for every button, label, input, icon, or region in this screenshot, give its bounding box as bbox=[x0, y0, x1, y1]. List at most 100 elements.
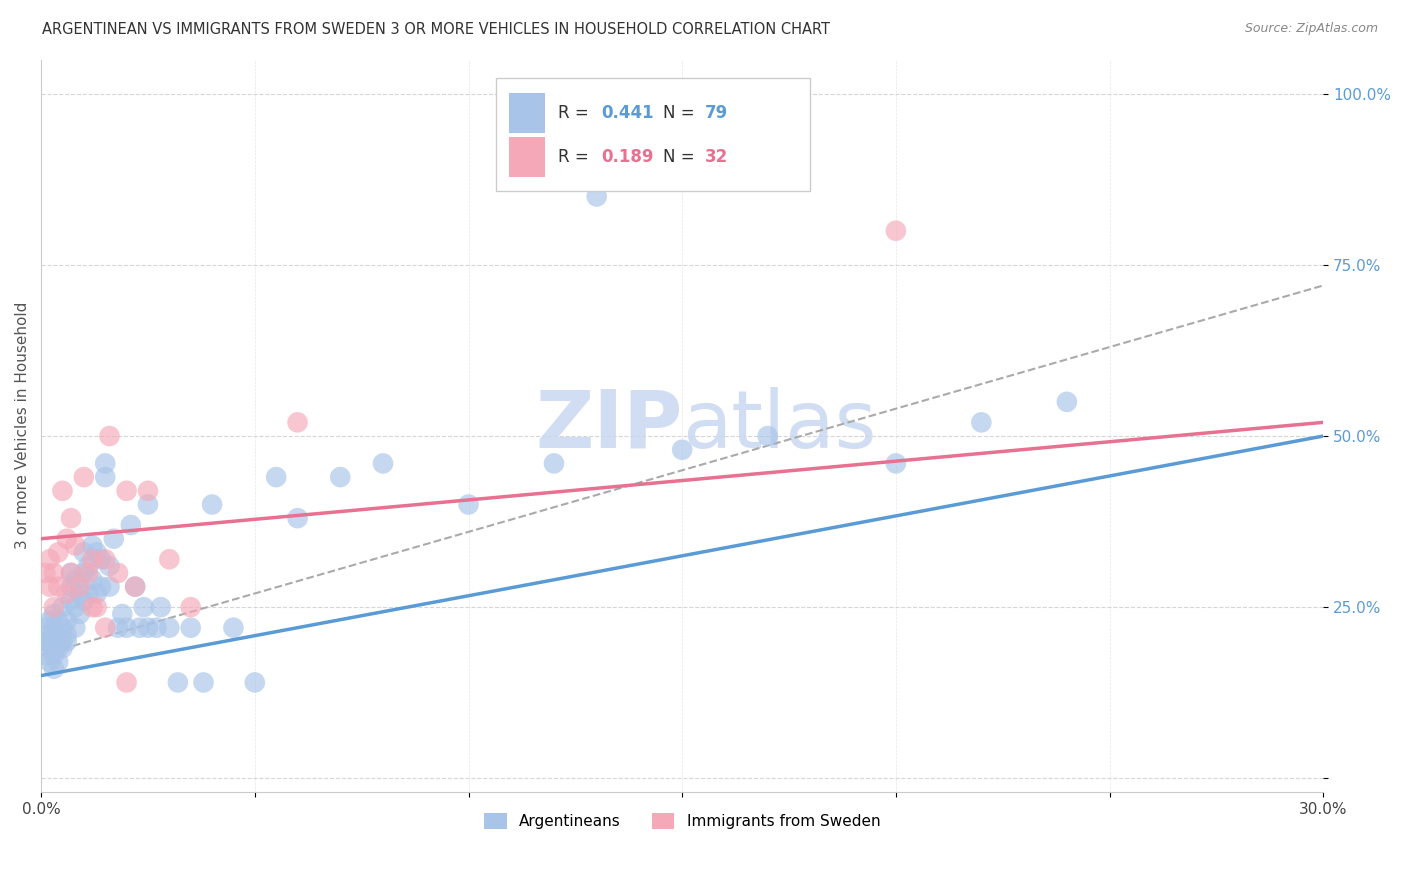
Point bbox=[69, 607, 91, 621]
Point bbox=[73, 545, 96, 559]
Text: ZIP: ZIP bbox=[534, 387, 682, 465]
Point bbox=[77, 559, 100, 574]
Point bbox=[73, 470, 96, 484]
Point bbox=[136, 621, 159, 635]
Point bbox=[543, 457, 565, 471]
Point bbox=[46, 545, 69, 559]
FancyBboxPatch shape bbox=[496, 78, 810, 192]
Point bbox=[34, 566, 56, 580]
Y-axis label: 3 or more Vehicles in Household: 3 or more Vehicles in Household bbox=[15, 302, 30, 549]
Point bbox=[42, 662, 65, 676]
Point bbox=[128, 621, 150, 635]
Point bbox=[124, 580, 146, 594]
Point bbox=[756, 429, 779, 443]
Point bbox=[180, 621, 202, 635]
Point bbox=[167, 675, 190, 690]
Point bbox=[94, 552, 117, 566]
Point bbox=[51, 634, 73, 648]
Point bbox=[42, 607, 65, 621]
Text: N =: N = bbox=[664, 104, 700, 122]
Point bbox=[55, 627, 77, 641]
Point bbox=[98, 559, 121, 574]
Point bbox=[69, 586, 91, 600]
Point bbox=[157, 621, 180, 635]
Point bbox=[115, 675, 138, 690]
Bar bbox=[509, 136, 546, 178]
Point bbox=[157, 552, 180, 566]
Point bbox=[42, 566, 65, 580]
Point bbox=[86, 545, 108, 559]
Point bbox=[287, 415, 309, 429]
Point bbox=[51, 621, 73, 635]
Point bbox=[82, 552, 104, 566]
Text: Source: ZipAtlas.com: Source: ZipAtlas.com bbox=[1244, 22, 1378, 36]
Text: 32: 32 bbox=[706, 148, 728, 166]
Text: 0.189: 0.189 bbox=[602, 148, 654, 166]
Point bbox=[264, 470, 287, 484]
Point bbox=[371, 457, 394, 471]
Point bbox=[201, 498, 224, 512]
Point bbox=[111, 607, 134, 621]
Point bbox=[51, 600, 73, 615]
Point bbox=[970, 415, 993, 429]
Point bbox=[82, 600, 104, 615]
Point bbox=[51, 641, 73, 656]
Point bbox=[115, 483, 138, 498]
Point bbox=[38, 634, 60, 648]
Point bbox=[145, 621, 167, 635]
Point bbox=[222, 621, 245, 635]
Point bbox=[90, 552, 112, 566]
Point bbox=[55, 614, 77, 628]
Point bbox=[82, 539, 104, 553]
Point bbox=[287, 511, 309, 525]
Point bbox=[42, 621, 65, 635]
Point bbox=[671, 442, 693, 457]
Bar bbox=[509, 93, 546, 133]
Point bbox=[42, 648, 65, 662]
Point bbox=[65, 600, 87, 615]
Point bbox=[329, 470, 352, 484]
Text: ARGENTINEAN VS IMMIGRANTS FROM SWEDEN 3 OR MORE VEHICLES IN HOUSEHOLD CORRELATIO: ARGENTINEAN VS IMMIGRANTS FROM SWEDEN 3 … bbox=[42, 22, 830, 37]
Text: R =: R = bbox=[558, 104, 593, 122]
Text: N =: N = bbox=[664, 148, 700, 166]
Point bbox=[55, 532, 77, 546]
Point bbox=[60, 566, 83, 580]
Point bbox=[65, 539, 87, 553]
Point bbox=[136, 483, 159, 498]
Point bbox=[46, 614, 69, 628]
Point bbox=[34, 648, 56, 662]
Point bbox=[1056, 394, 1078, 409]
Point bbox=[124, 580, 146, 594]
Point bbox=[46, 641, 69, 656]
Point bbox=[107, 566, 129, 580]
Point bbox=[38, 580, 60, 594]
Point bbox=[42, 641, 65, 656]
Point bbox=[193, 675, 215, 690]
Point bbox=[73, 593, 96, 607]
Point bbox=[86, 600, 108, 615]
Point bbox=[884, 224, 907, 238]
Point bbox=[65, 573, 87, 587]
Point bbox=[42, 600, 65, 615]
Point bbox=[51, 483, 73, 498]
Point bbox=[884, 457, 907, 471]
Point bbox=[94, 621, 117, 635]
Point bbox=[55, 586, 77, 600]
Point bbox=[38, 641, 60, 656]
Point bbox=[107, 621, 129, 635]
Point bbox=[46, 627, 69, 641]
Point bbox=[42, 634, 65, 648]
Point bbox=[103, 532, 125, 546]
Point bbox=[77, 586, 100, 600]
Text: R =: R = bbox=[558, 148, 593, 166]
Point bbox=[120, 518, 142, 533]
Point bbox=[82, 573, 104, 587]
Point bbox=[69, 580, 91, 594]
Text: atlas: atlas bbox=[682, 387, 876, 465]
Point bbox=[98, 580, 121, 594]
Point bbox=[73, 566, 96, 580]
Point bbox=[34, 621, 56, 635]
Point bbox=[60, 511, 83, 525]
Point bbox=[38, 614, 60, 628]
Point bbox=[46, 655, 69, 669]
